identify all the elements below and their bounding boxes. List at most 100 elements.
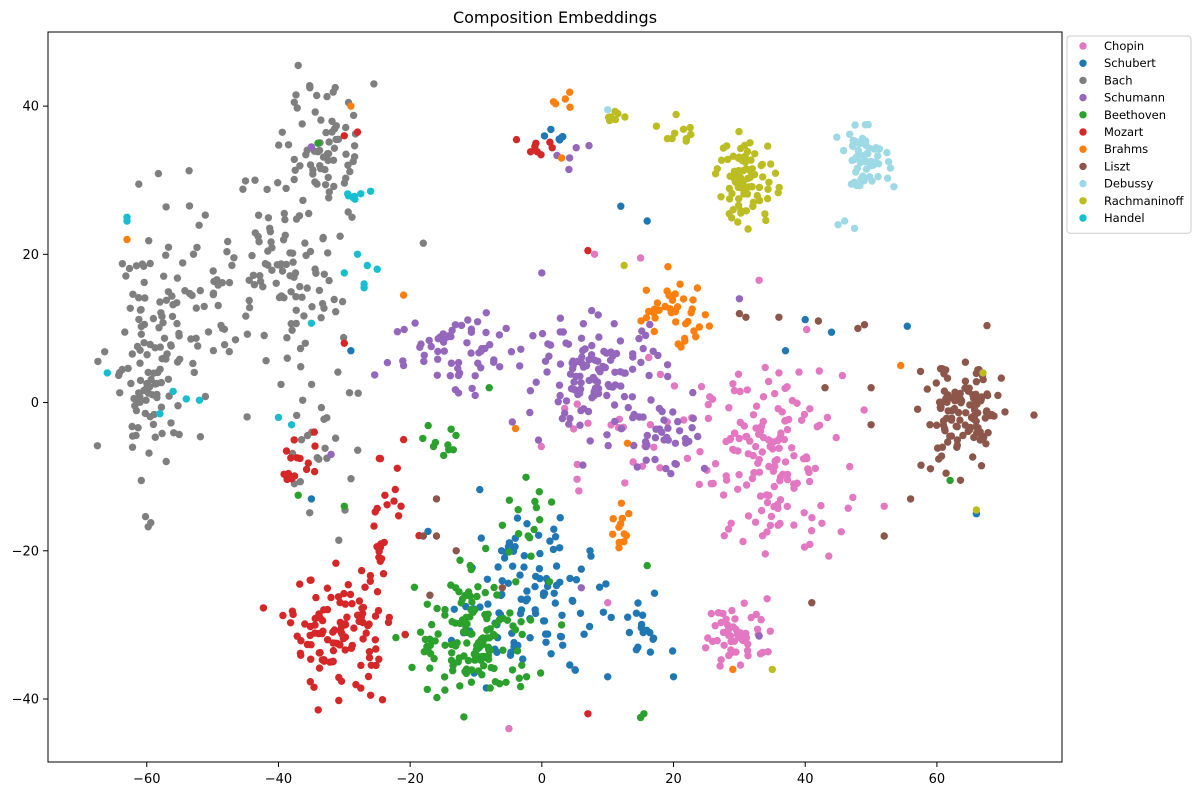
data-point [865,144,874,152]
data-point [497,547,506,555]
data-point [146,259,154,268]
data-point [544,630,552,638]
data-point [351,195,359,203]
data-point [320,606,328,614]
data-point [642,456,650,464]
data-point [445,446,453,454]
x-tick-label: 60 [929,772,946,787]
data-point [458,595,467,603]
data-point [264,214,273,222]
x-tick-label: −60 [133,772,160,787]
data-point [742,481,751,489]
data-point [486,646,494,654]
data-point [615,544,623,552]
data-point [286,249,294,257]
data-point [344,581,352,589]
data-point [652,122,661,130]
data-point [570,425,578,433]
data-point [245,303,254,312]
data-point [711,170,720,178]
data-point [735,166,743,175]
data-point [724,155,732,164]
data-point [298,293,306,301]
data-point [312,593,320,602]
data-point [512,578,520,586]
data-point [377,540,385,548]
data-point [490,583,498,592]
data-point [328,658,336,666]
data-point [672,110,680,119]
data-point [815,367,823,375]
data-point [204,328,213,336]
data-point [294,491,302,499]
data-point [393,328,402,336]
data-point [956,416,964,424]
data-point [302,251,310,260]
data-point [264,247,272,255]
data-point [484,600,492,608]
data-point [454,358,463,367]
data-point [941,427,949,435]
data-point [972,369,980,378]
legend-marker [1079,145,1087,153]
data-point [803,325,811,334]
data-point [689,388,697,397]
data-point [239,185,247,193]
data-point [853,181,861,190]
data-point [417,340,425,348]
data-point [604,599,612,607]
data-point [372,661,380,670]
data-point [764,142,772,150]
data-point [643,431,651,440]
data-point [307,655,315,663]
data-point [656,464,664,472]
data-point [781,416,790,425]
points-layer [93,61,1038,733]
data-point [374,606,383,615]
data-point [951,397,959,405]
data-point [306,622,315,631]
data-point [558,611,566,619]
data-point [764,185,772,193]
data-point [434,355,442,363]
data-point [267,238,275,246]
data-point [499,646,507,654]
data-point [764,377,773,386]
data-point [556,328,564,336]
data-point [595,333,603,341]
data-point [254,211,263,219]
data-point [696,448,704,456]
data-point [160,334,169,342]
data-point [192,304,200,312]
data-point [298,120,306,128]
data-point [707,609,715,618]
data-point [775,369,783,377]
data-point [363,261,371,270]
data-point [759,393,768,401]
data-point [781,458,790,466]
data-point [329,88,337,96]
data-point [759,417,767,426]
data-point [319,153,328,161]
data-point [883,174,892,182]
data-point [454,389,463,397]
data-point [962,409,970,417]
data-point [498,584,506,592]
data-point [654,351,662,360]
data-point [137,476,145,485]
data-point [561,95,569,103]
data-point [735,195,743,203]
data-point [761,363,769,372]
data-point [147,519,155,527]
data-point [383,358,392,367]
data-point [585,622,594,631]
data-point [550,525,558,533]
data-point [739,537,747,546]
data-point [689,414,697,423]
data-point [317,116,325,124]
data-point [555,544,564,552]
data-point [457,321,466,330]
data-point [340,502,348,510]
data-point [128,350,136,358]
data-point [303,640,312,649]
